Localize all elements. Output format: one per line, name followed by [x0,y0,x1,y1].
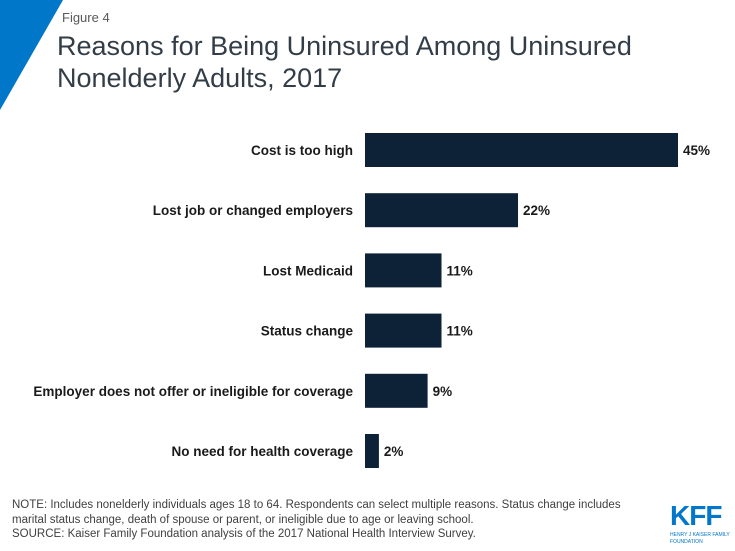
bar [365,313,442,348]
bar [365,253,442,288]
bar [365,373,428,408]
logo-subtext: HENRY J KAISER FAMILY FOUNDATION [670,532,730,545]
source-text: SOURCE: Kaiser Family Foundation analysi… [12,528,476,540]
footnote: NOTE: Includes nonelderly individuals ag… [12,498,652,542]
bar [365,193,519,228]
category-label: Cost is too high [251,143,353,158]
category-label: Employer does not offer or ineligible fo… [33,384,353,399]
category-label: Lost job or changed employers [153,203,353,218]
logo-text: KFF [670,500,722,531]
data-label: 22% [523,203,550,218]
data-label: 11% [447,263,473,278]
decorative-triangle [0,0,63,110]
data-label: 11% [447,324,473,339]
bar-chart: Cost is too high 45% Lost job or changed e… [33,133,710,468]
data-label: 9% [433,384,453,399]
bar [365,434,379,468]
data-label: 45% [683,143,710,158]
category-label: No need for health coverage [171,444,353,459]
data-label: 2% [384,444,404,459]
bar [365,133,678,167]
note-text: NOTE: Includes nonelderly individuals ag… [12,499,621,526]
category-label: Lost Medicaid [263,263,353,278]
kff-logo: KFF HENRY J KAISER FAMILY FOUNDATION [670,500,732,546]
category-label: Status change [261,324,354,339]
figure-label: Figure 4 [62,10,110,25]
chart-title: Reasons for Being Uninsured Among Uninsu… [57,31,632,93]
